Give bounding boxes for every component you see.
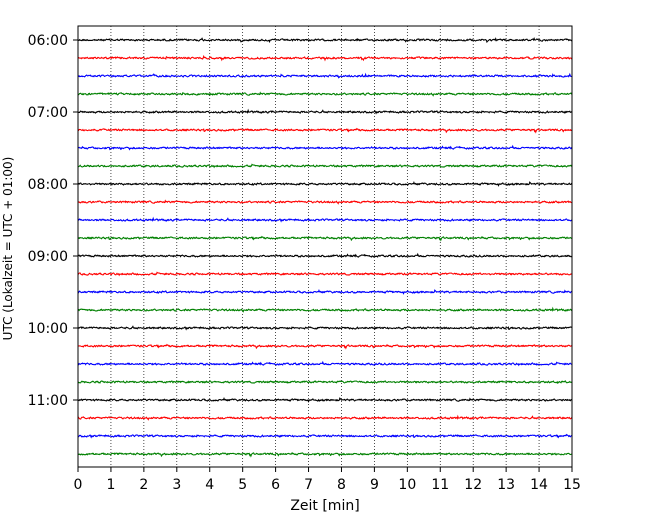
x-tick-label-9: 9 [370, 477, 379, 493]
x-tick-label-1: 1 [106, 477, 115, 493]
trace-24 [77, 451, 573, 458]
x-tick-label-14: 14 [530, 477, 548, 493]
trace-9 [77, 181, 573, 187]
x-tick-label-6: 6 [271, 477, 280, 493]
y-tick-label-06:00: 06:00 [28, 33, 68, 49]
x-tick-label-3: 3 [172, 477, 181, 493]
trace-1 [77, 36, 573, 44]
trace-11 [77, 216, 573, 223]
trace-2 [77, 54, 573, 62]
x-axis-ticks: 0 1 2 3 4 5 6 7 8 9 10 11 12 13 14 15 [74, 467, 581, 493]
x-axis-label: Zeit [min] [290, 498, 359, 514]
x-tick-label-12: 12 [464, 477, 482, 493]
plot-frame [77, 25, 573, 468]
x-tick-label-13: 13 [497, 477, 515, 493]
trace-8 [77, 163, 573, 169]
trace-18 [77, 343, 573, 350]
y-tick-label-07:00: 07:00 [28, 105, 68, 121]
x-tick-label-4: 4 [205, 477, 214, 493]
trace-21 [77, 397, 573, 403]
trace-12 [77, 235, 573, 242]
trace-20 [77, 380, 573, 384]
trace-3 [77, 72, 573, 79]
trace-10 [77, 199, 573, 205]
x-tick-label-0: 0 [74, 477, 83, 493]
x-tick-label-8: 8 [337, 477, 346, 493]
y-tick-label-11:00: 11:00 [28, 393, 68, 409]
trace-6 [77, 127, 573, 134]
x-tick-label-2: 2 [139, 477, 148, 493]
x-tick-label-15: 15 [563, 477, 581, 493]
y-axis-label: UTC (Lokalzeit = UTC + 01:00) [1, 157, 15, 341]
trace-4 [77, 91, 573, 97]
x-tick-label-5: 5 [238, 477, 247, 493]
trace-22 [77, 414, 573, 421]
trace-5 [77, 108, 573, 115]
trace-16 [77, 306, 573, 313]
x-tick-label-7: 7 [304, 477, 313, 493]
trace-17 [77, 325, 573, 331]
x-tick-label-11: 11 [431, 477, 449, 493]
y-tick-label-08:00: 08:00 [28, 177, 68, 193]
trace-19 [77, 360, 573, 367]
trace-15 [77, 289, 573, 295]
y-axis-ticks: 06:00 07:00 08:00 09:00 10:00 11:00 [28, 33, 78, 409]
y-tick-label-10:00: 10:00 [28, 321, 68, 337]
trace-23 [77, 433, 573, 439]
trace-7 [77, 144, 573, 151]
x-tick-label-10: 10 [398, 477, 416, 493]
trace-14 [77, 271, 573, 277]
trace-13 [77, 252, 573, 258]
traces [77, 36, 573, 458]
y-tick-label-09:00: 09:00 [28, 249, 68, 265]
